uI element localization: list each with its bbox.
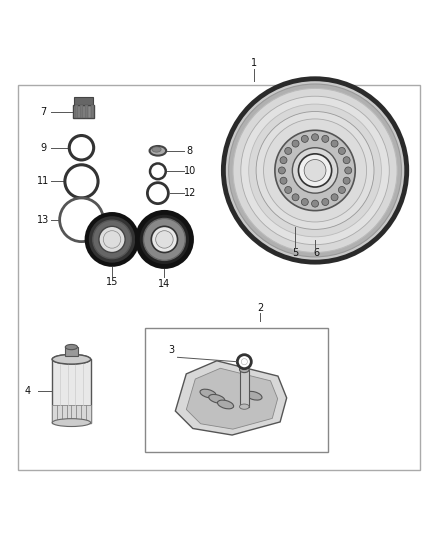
Text: 11: 11 <box>37 176 49 187</box>
Bar <box>85 106 88 118</box>
Text: 14: 14 <box>158 279 170 289</box>
Circle shape <box>343 177 350 184</box>
Bar <box>73 104 94 118</box>
Circle shape <box>138 212 191 266</box>
Bar <box>65 347 78 356</box>
Circle shape <box>292 140 299 147</box>
Circle shape <box>69 135 94 160</box>
Circle shape <box>343 157 350 164</box>
Circle shape <box>233 88 397 253</box>
Ellipse shape <box>218 400 233 409</box>
Circle shape <box>304 159 326 181</box>
Circle shape <box>300 156 330 185</box>
Text: 8: 8 <box>187 146 193 156</box>
Circle shape <box>301 198 308 206</box>
Circle shape <box>311 200 318 207</box>
Ellipse shape <box>200 389 216 398</box>
Text: 4: 4 <box>25 386 31 396</box>
Circle shape <box>298 154 332 187</box>
Circle shape <box>60 198 103 241</box>
Circle shape <box>285 187 292 193</box>
Text: 6: 6 <box>313 247 319 257</box>
Bar <box>75 106 78 118</box>
Bar <box>145 328 328 452</box>
Ellipse shape <box>240 367 249 373</box>
Circle shape <box>241 359 247 365</box>
Ellipse shape <box>150 146 166 156</box>
Circle shape <box>148 183 168 204</box>
Circle shape <box>292 194 299 201</box>
Circle shape <box>256 111 374 229</box>
Circle shape <box>237 354 251 369</box>
Bar <box>52 405 91 423</box>
Circle shape <box>155 231 173 248</box>
Circle shape <box>280 177 287 184</box>
Ellipse shape <box>52 354 91 364</box>
Circle shape <box>241 96 389 245</box>
Text: 9: 9 <box>40 143 46 153</box>
Circle shape <box>306 161 324 179</box>
Circle shape <box>279 167 286 174</box>
Circle shape <box>322 198 329 206</box>
Polygon shape <box>175 361 287 435</box>
Circle shape <box>87 214 138 265</box>
Text: 7: 7 <box>40 107 46 117</box>
Circle shape <box>311 134 318 141</box>
Circle shape <box>264 119 367 222</box>
Ellipse shape <box>65 344 78 350</box>
Ellipse shape <box>246 391 262 400</box>
Circle shape <box>331 140 338 147</box>
Ellipse shape <box>52 418 91 426</box>
Circle shape <box>301 135 308 142</box>
Circle shape <box>93 220 131 259</box>
Circle shape <box>280 157 287 164</box>
Circle shape <box>345 167 352 174</box>
Bar <box>74 97 93 104</box>
Text: 1: 1 <box>251 59 257 68</box>
Bar <box>18 85 420 470</box>
Ellipse shape <box>152 147 161 152</box>
Bar <box>240 369 249 407</box>
Circle shape <box>223 79 407 262</box>
Polygon shape <box>186 368 278 429</box>
Text: 12: 12 <box>184 188 196 198</box>
Circle shape <box>339 187 346 193</box>
Circle shape <box>99 227 125 253</box>
Text: 2: 2 <box>258 303 264 312</box>
Bar <box>52 359 91 423</box>
Text: 10: 10 <box>184 166 196 176</box>
Circle shape <box>103 231 121 248</box>
Circle shape <box>150 164 166 179</box>
Circle shape <box>275 130 355 211</box>
Circle shape <box>144 219 185 261</box>
Text: 13: 13 <box>37 215 49 225</box>
Circle shape <box>339 148 346 155</box>
Circle shape <box>249 104 381 237</box>
Circle shape <box>229 84 402 257</box>
Bar <box>80 106 83 118</box>
Circle shape <box>292 148 338 193</box>
Ellipse shape <box>52 354 91 364</box>
Ellipse shape <box>240 404 249 409</box>
Bar <box>91 106 94 118</box>
Circle shape <box>285 148 292 155</box>
Text: 15: 15 <box>106 277 118 287</box>
Circle shape <box>65 165 98 198</box>
Circle shape <box>151 227 177 253</box>
Text: 3: 3 <box>168 345 174 355</box>
Circle shape <box>331 194 338 201</box>
Ellipse shape <box>209 394 225 403</box>
Text: 5: 5 <box>292 247 299 257</box>
Circle shape <box>322 135 329 142</box>
